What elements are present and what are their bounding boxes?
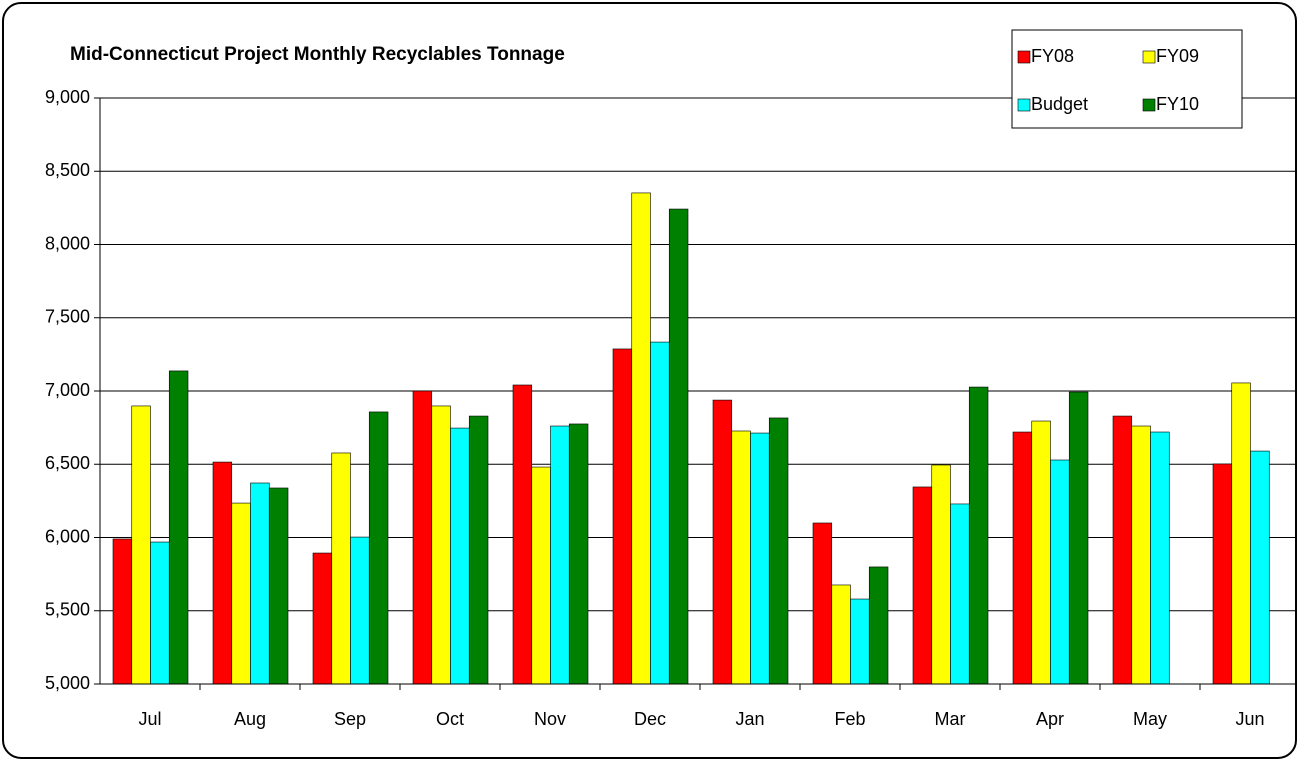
bar [168,370,189,685]
y-tick-label: 6,000 [45,526,90,546]
legend-swatch [1017,98,1031,112]
bar [268,487,289,685]
y-tick-label: 7,500 [45,307,90,327]
bar [912,486,933,685]
bar [631,192,651,685]
legend-swatch [1142,98,1156,112]
x-tick-label: Jul [138,709,161,729]
bar [431,405,451,685]
x-tick-label: May [1133,709,1167,729]
bar [812,522,833,685]
bar [612,348,633,685]
bar [112,538,133,685]
legend-label: FY10 [1156,94,1199,114]
legend-swatch [1142,50,1156,64]
x-tick-label: Feb [834,709,865,729]
bar [1068,391,1089,685]
bar [668,208,689,685]
x-tick-label: Jun [1235,709,1264,729]
x-tick-label: Apr [1036,709,1064,729]
x-tick-label: Aug [234,709,266,729]
y-tick-label: 8,000 [45,233,90,253]
bar [868,566,889,685]
bar [850,598,870,685]
bar [131,405,151,685]
bar [1231,382,1251,685]
legend-label: FY08 [1031,46,1074,66]
bar [468,415,489,685]
bar [1150,431,1170,685]
bar [368,411,389,685]
x-tick-label: Dec [634,709,666,729]
y-tick-label: 7,000 [45,380,90,400]
x-tick-label: Jan [735,709,764,729]
bar [350,536,370,685]
bar [831,584,851,685]
y-tick-label: 9,000 [45,87,90,107]
bar [731,430,751,685]
bar [531,466,551,685]
bar [650,341,670,685]
bar [1050,459,1070,685]
bar [950,503,970,685]
legend-swatch [1017,50,1031,64]
bar [1031,420,1051,685]
legend-label: Budget [1031,94,1088,114]
bar [768,417,789,685]
bar [312,552,333,685]
bar [968,386,989,685]
bar [1012,431,1033,685]
bar [331,452,351,685]
x-tick-label: Sep [334,709,366,729]
bar [931,464,951,685]
x-tick-label: Mar [935,709,966,729]
bar [1112,415,1133,685]
bar [512,384,533,685]
bar [450,427,470,685]
y-tick-label: 6,500 [45,453,90,473]
bar [712,399,733,685]
bar [150,541,170,685]
bar [750,432,770,685]
y-tick-label: 5,500 [45,600,90,620]
legend-box [1011,29,1243,129]
x-tick-label: Oct [436,709,464,729]
bar [568,423,589,685]
chart-title: Mid-Connecticut Project Monthly Recyclab… [70,44,565,65]
y-tick-label: 8,500 [45,160,90,180]
bar [412,390,433,685]
bar [1131,425,1151,685]
bar [1250,450,1270,685]
legend-label: FY09 [1156,46,1199,66]
bar [250,482,270,685]
bar [1212,463,1233,685]
bar [550,425,570,685]
y-tick-label: 5,000 [45,673,90,693]
bar [212,461,233,685]
x-tick-label: Nov [534,709,566,729]
bar [231,502,251,685]
